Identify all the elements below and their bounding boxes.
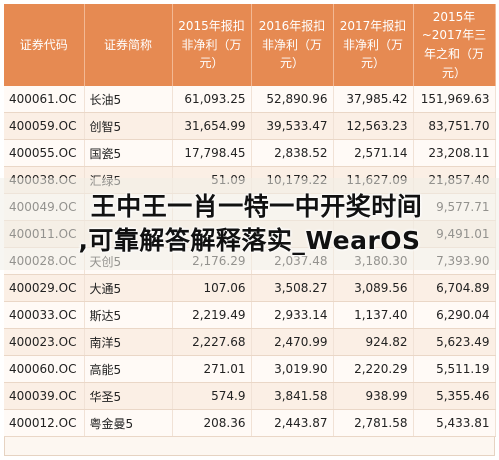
cell-profit-total: 5,355.46 [413, 382, 496, 410]
table-row: 400039.OC 华圣5 574.9 3,841.58 938.99 5,355.46 [4, 382, 496, 410]
cell-profit-2015: 2,219.49 [172, 301, 252, 329]
cell-stock-code: 400059.OC [4, 112, 85, 140]
cell-profit-2016: 39,533.47 [251, 112, 334, 140]
cell-profit-2017: 2,781.58 [333, 409, 414, 437]
cell-profit-2016: 2,470.99 [251, 328, 334, 356]
cell-stock-code: 400029.OC [4, 274, 85, 302]
table-row: 400060.OC 高能5 271.01 3,019.90 2,220.29 5,511.… [4, 355, 496, 383]
cell-profit-total: 6,704.89 [413, 274, 496, 302]
overlay-title-line1: 王中王一肖一特一中开奖时间 [90, 192, 423, 221]
header-stock-name: 证券简称 [84, 4, 173, 86]
cell-stock-name: 大通5 [84, 274, 173, 302]
cell-profit-2015: 574.9 [172, 382, 252, 410]
cell-profit-2015: 271.01 [172, 355, 252, 383]
cell-profit-2015: 2,227.68 [172, 328, 252, 356]
header-profit-2015: 2015年报扣非净利（万元） [172, 4, 252, 86]
table-row: 400061.OC 长油5 61,093.25 52,890.96 37,985.42 1… [4, 86, 496, 113]
cell-profit-2016: 3,841.58 [251, 382, 334, 410]
cell-stock-name: 国瓷5 [84, 139, 173, 167]
cell-stock-name: 创智5 [84, 112, 173, 140]
watermark-overlay: 王中王一肖一特一中开奖时间 ,可靠解答解释落实_WearOS [0, 178, 499, 270]
cell-profit-2015: 31,654.99 [172, 112, 252, 140]
cell-stock-code: 400012.OC [4, 409, 85, 437]
cell-profit-2017: 2,220.29 [333, 355, 414, 383]
cell-stock-code: 400039.OC [4, 382, 85, 410]
cell-profit-2015: 208.36 [172, 409, 252, 437]
cell-profit-2016: 52,890.96 [251, 86, 334, 113]
cell-profit-total: 5,511.19 [413, 355, 496, 383]
overlay-title-line2: ,可靠解答解释落实_WearOS [78, 226, 421, 255]
header-profit-total: 2015年~2017年三年之和（万元） [413, 4, 496, 86]
table-row: 400055.OC 国瓷5 17,798.45 2,838.52 2,571.14 23,… [4, 139, 496, 167]
cell-stock-name: 高能5 [84, 355, 173, 383]
cell-profit-2016: 2,838.52 [251, 139, 334, 167]
table-row: 400012.OC 粤金曼5 208.36 2,443.87 2,781.58 5,433… [4, 409, 496, 437]
cell-stock-code: 400055.OC [4, 139, 85, 167]
cell-stock-name: 斯达5 [84, 301, 173, 329]
table-row: 400059.OC 创智5 31,654.99 39,533.47 12,563.23 8… [4, 112, 496, 140]
cell-profit-total: 23,208.11 [413, 139, 496, 167]
table-row: 400033.OC 斯达5 2,219.49 2,933.14 1,137.40 6,29… [4, 301, 496, 329]
cell-stock-code: 400033.OC [4, 301, 85, 329]
header-stock-code: 证券代码 [4, 4, 85, 86]
table-row: 400023.OC 南洋5 2,227.68 2,470.99 924.82 5,623.… [4, 328, 496, 356]
cell-stock-name: 南洋5 [84, 328, 173, 356]
cell-stock-name: 长油5 [84, 86, 173, 113]
header-profit-2016: 2016年报扣非净利（万元） [251, 4, 334, 86]
header-profit-2017: 2017年报扣非净利（万元） [333, 4, 414, 86]
cell-profit-2017: 924.82 [333, 328, 414, 356]
cell-profit-total: 83,751.70 [413, 112, 496, 140]
cell-profit-2017: 2,571.14 [333, 139, 414, 167]
cell-profit-total: 6,290.04 [413, 301, 496, 329]
cell-stock-code: 400061.OC [4, 86, 85, 113]
cell-profit-2015: 107.06 [172, 274, 252, 302]
cell-stock-name: 粤金曼5 [84, 409, 173, 437]
cell-profit-2016: 2,933.14 [251, 301, 334, 329]
table-row: 400029.OC 大通5 107.06 3,508.27 3,089.56 6,704.… [4, 274, 496, 302]
cell-stock-code: 400060.OC [4, 355, 85, 383]
cell-profit-2017: 1,137.40 [333, 301, 414, 329]
cell-profit-2015: 17,798.45 [172, 139, 252, 167]
cell-profit-total: 5,433.81 [413, 409, 496, 437]
cell-profit-2016: 3,508.27 [251, 274, 334, 302]
cell-profit-2016: 3,019.90 [251, 355, 334, 383]
header-row: 证券代码 证券简称 2015年报扣非净利（万元） 2016年报扣非净利（万元） … [4, 4, 496, 86]
cell-stock-name: 华圣5 [84, 382, 173, 410]
cell-profit-total: 5,623.49 [413, 328, 496, 356]
cell-profit-2017: 37,985.42 [333, 86, 414, 113]
cell-profit-2017: 938.99 [333, 382, 414, 410]
cell-profit-2015: 61,093.25 [172, 86, 252, 113]
cell-profit-2017: 12,563.23 [333, 112, 414, 140]
cell-profit-2016: 2,443.87 [251, 409, 334, 437]
cell-profit-2017: 3,089.56 [333, 274, 414, 302]
cell-profit-total: 151,969.63 [413, 86, 496, 113]
cell-stock-code: 400023.OC [4, 328, 85, 356]
